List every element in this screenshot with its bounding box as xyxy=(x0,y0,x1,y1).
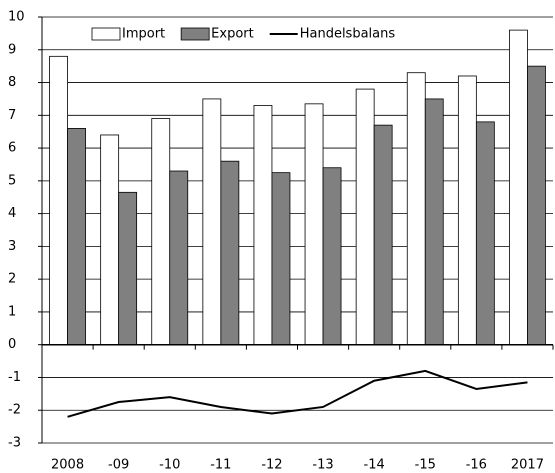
bar xyxy=(424,98,444,346)
y-tick-label: 5 xyxy=(8,173,16,188)
x-tick-label: -11 xyxy=(210,458,231,473)
bar xyxy=(100,134,120,346)
bar xyxy=(271,172,291,346)
legend-label: Handelsbalans xyxy=(300,27,396,42)
x-tick-label: -09 xyxy=(108,458,129,473)
bar xyxy=(406,72,426,346)
x-tick-label: -15 xyxy=(415,458,436,473)
bar xyxy=(202,98,222,346)
bar xyxy=(475,121,495,346)
x-tick-label: -16 xyxy=(466,458,487,473)
y-tick-label: 6 xyxy=(8,141,16,156)
y-tick-label: 2 xyxy=(8,272,16,287)
bar xyxy=(253,105,273,346)
bar xyxy=(509,29,528,346)
bar xyxy=(527,65,546,346)
y-tick-label: 7 xyxy=(8,108,16,123)
x-tick-label: 2008 xyxy=(51,458,84,473)
bar xyxy=(169,170,189,346)
y-tick-label: -2 xyxy=(8,403,21,418)
legend-label: Import xyxy=(122,27,165,42)
bar xyxy=(220,160,240,346)
y-tick-label: 1 xyxy=(8,304,16,319)
y-tick-label: 10 xyxy=(8,10,25,25)
balance-line xyxy=(67,369,528,418)
bar xyxy=(67,128,86,346)
x-tick-label: -13 xyxy=(312,458,333,473)
y-tick-label: -3 xyxy=(8,436,21,451)
bar xyxy=(373,124,393,346)
legend-swatch xyxy=(91,27,121,41)
y-tick-label: 3 xyxy=(8,239,16,254)
bar xyxy=(355,88,375,346)
y-tick-label: -1 xyxy=(8,370,21,385)
legend-swatch xyxy=(180,27,210,41)
x-tick-label: -14 xyxy=(364,458,385,473)
bar xyxy=(457,75,477,346)
x-tick-label: -12 xyxy=(261,458,282,473)
x-tick-label: 2017 xyxy=(511,458,544,473)
bar xyxy=(322,167,342,346)
bar xyxy=(151,118,171,346)
y-tick-label: 8 xyxy=(8,75,16,90)
y-tick-label: 4 xyxy=(8,206,16,221)
y-tick-label: 9 xyxy=(8,42,16,57)
bar xyxy=(49,55,68,346)
y-tick-label: 0 xyxy=(8,337,16,352)
bar xyxy=(118,191,138,346)
bar xyxy=(304,103,324,346)
x-tick-label: -10 xyxy=(159,458,180,473)
legend-label: Export xyxy=(211,27,254,42)
